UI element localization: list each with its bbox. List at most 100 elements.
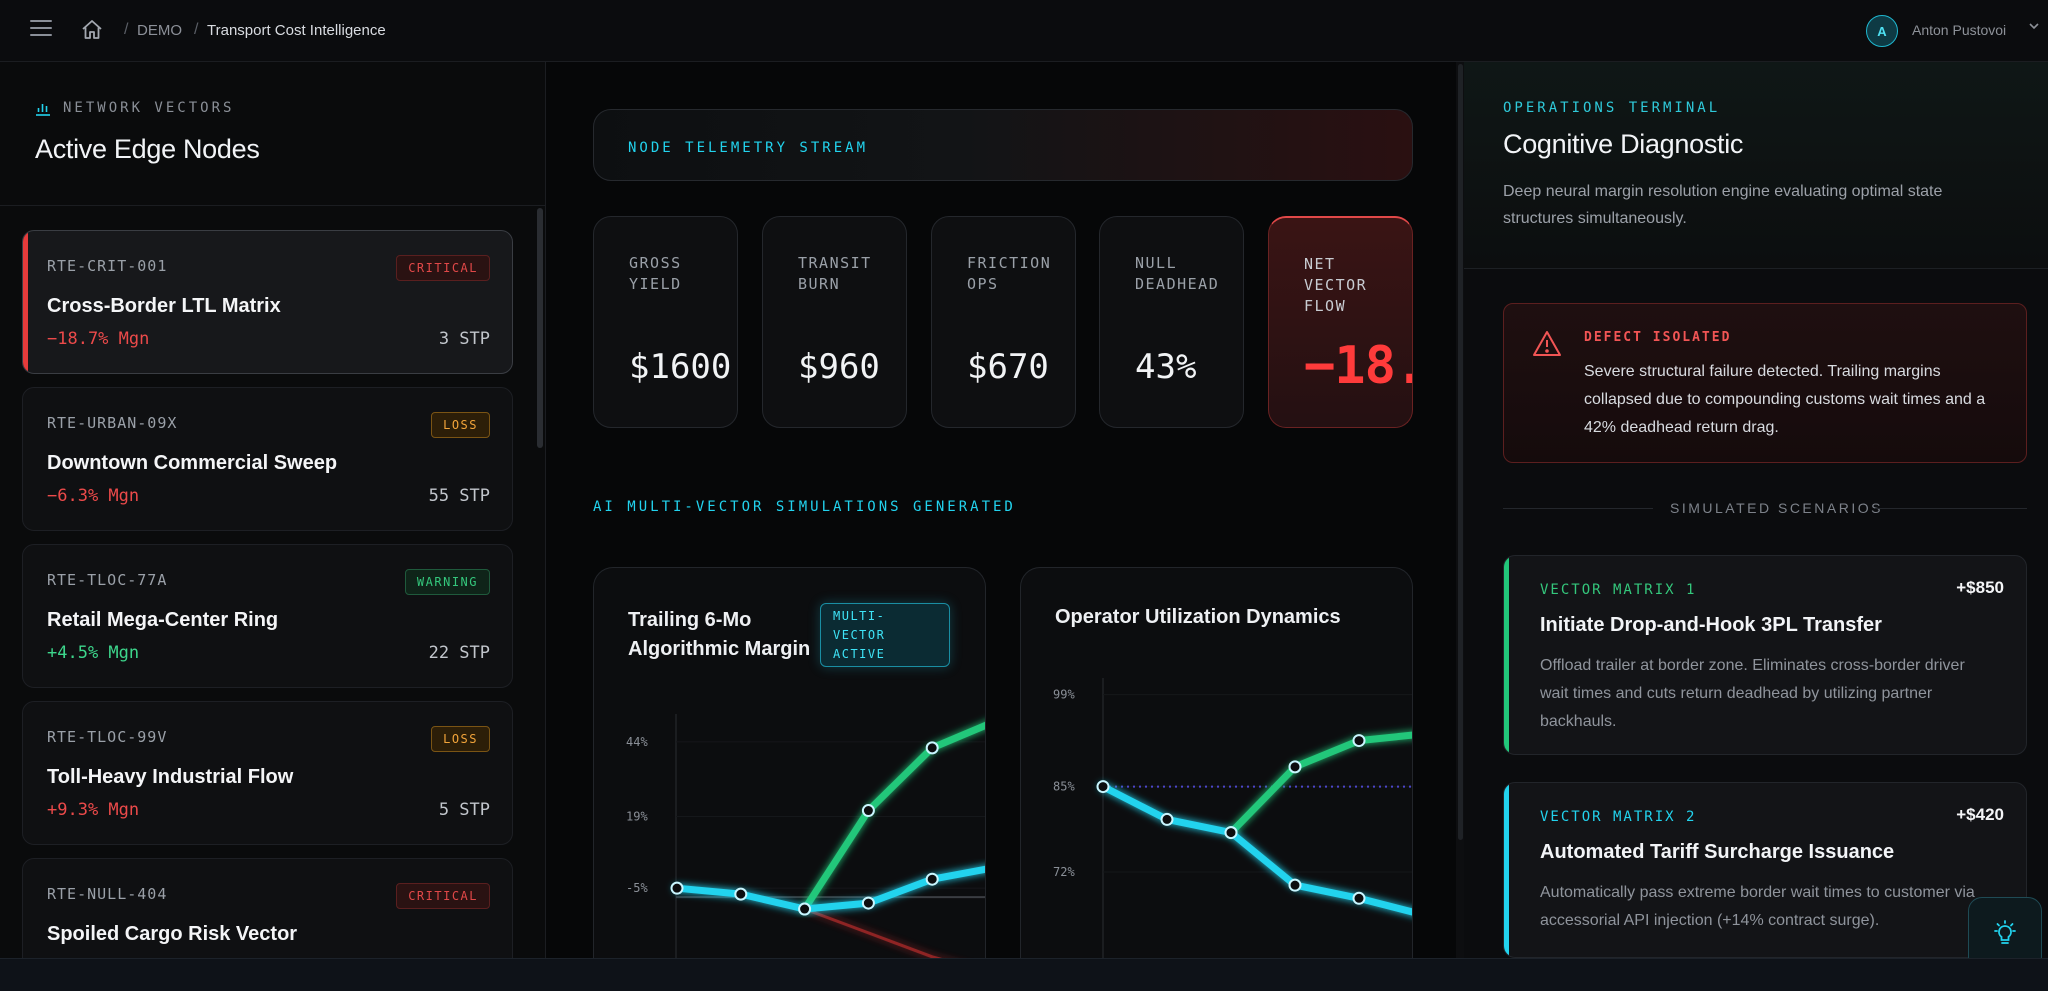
breadcrumb-current: Transport Cost Intelligence [207,22,386,39]
status-badge: CRITICAL [396,255,490,281]
route-card[interactable]: RTE-TLOC-77A WARNING Retail Mega-Center … [22,544,513,688]
scenario-card[interactable]: VECTOR MATRIX 1 +$850 Initiate Drop-and-… [1503,555,2027,755]
route-id: RTE-TLOC-99V [47,728,168,746]
telemetry-label: NODE TELEMETRY STREAM [628,140,869,156]
scenario-text: Offload trailer at border zone. Eliminat… [1540,657,1965,730]
kpi-value: 43% [1135,347,1197,387]
route-margin: −18.7% Mgn [47,329,150,349]
divider [1503,508,1653,509]
scenario-text: Automatically pass extreme border wait t… [1540,884,1975,929]
kpi-label: FRICTION OPS [967,254,1052,293]
y-tick-label: 99% [1053,688,1075,702]
defect-title: DEFECT ISOLATED [1584,330,1732,345]
y-tick-label: 72% [1053,865,1075,879]
kpi-card-gross-yield: GROSS YIELD $1600 [593,216,738,428]
breadcrumb-demo[interactable]: DEMO [137,22,182,39]
chevron-down-icon[interactable] [2028,20,2040,32]
avatar[interactable]: A [1866,15,1898,47]
scenario-card[interactable]: VECTOR MATRIX 2 +$420 Automated Tariff S… [1503,782,2027,958]
series-line [803,907,943,958]
kpi-card-transit-burn: TRANSIT BURN $960 [762,216,907,428]
telemetry-stream-bar: NODE TELEMETRY STREAM [593,109,1413,181]
margin-chart-card: Trailing 6-Mo Algorithmic Margin MULTI- … [593,567,986,958]
series-line [1227,731,1412,837]
simulations-label: AI MULTI-VECTOR SIMULATIONS GENERATED [593,499,1016,515]
kpi-label: TRANSIT BURN [798,254,872,293]
chart-title: Trailing 6-Mo Algorithmic Margin [628,609,811,660]
y-tick-label: 85% [1053,780,1075,794]
scenario-accent-bar [1504,556,1509,754]
data-point[interactable] [670,881,684,895]
kpi-label: GROSS YIELD [629,254,682,293]
route-name: Spoiled Cargo Risk Vector [47,923,298,945]
route-card[interactable]: RTE-TLOC-99V LOSS Toll-Heavy Industrial … [22,701,513,845]
kpi-value: $1600 [629,347,732,387]
margin-line-chart: 44% 19% -5% [626,714,985,958]
data-point[interactable] [925,872,939,886]
data-point[interactable] [798,902,812,916]
data-point[interactable] [861,804,875,818]
scenario-delta: +$850 [1956,578,2004,597]
multi-vector-badge: MULTI- VECTOR ACTIVE [820,603,950,667]
data-point[interactable] [1352,734,1366,748]
home-icon[interactable] [80,18,104,42]
data-point[interactable] [1160,812,1174,826]
warning-icon [1533,331,1561,356]
data-point[interactable] [861,896,875,910]
lightbulb-icon [1994,920,2016,944]
defect-text: Severe structural failure detected. Trai… [1584,363,1986,436]
operations-title: Cognitive Diagnostic [1503,129,1744,159]
status-badge: CRITICAL [396,883,490,909]
route-name: Downtown Commercial Sweep [47,452,338,474]
scenario-accent-bar [1504,783,1509,957]
scrollbar[interactable] [1458,64,1463,840]
scenario-eyebrow: VECTOR MATRIX 1 [1540,582,1697,598]
status-badge: LOSS [431,726,490,752]
y-tick-label: 19% [626,810,648,824]
bar-chart-icon [36,104,50,116]
route-stops: 3 STP [438,329,490,349]
operations-description: Deep neural margin resolution engine eva… [1503,183,1943,227]
data-point[interactable] [1352,891,1366,905]
data-point[interactable] [1096,780,1110,794]
operations-header: OPERATIONS TERMINAL Cognitive Diagnostic [1464,62,2048,269]
panel-title: Active Edge Nodes [35,134,260,164]
series-line [1099,783,1412,916]
bottom-bezel [0,958,2048,991]
kpi-label: NULL DEADHEAD [1135,254,1220,293]
top-bar: / DEMO / Transport Cost Intelligence A A… [0,0,2048,62]
route-stops: 5 STP [438,800,490,820]
panel-eyebrow: NETWORK VECTORS [63,100,235,116]
route-margin: +9.3% Mgn [47,800,140,820]
data-point[interactable] [734,887,748,901]
route-card[interactable]: RTE-CRIT-001 CRITICAL Cross-Border LTL M… [22,230,513,374]
route-name: Retail Mega-Center Ring [47,609,279,631]
route-name: Toll-Heavy Industrial Flow [47,766,294,788]
route-card[interactable]: RTE-URBAN-09X LOSS Downtown Commercial S… [22,387,513,531]
data-point[interactable] [925,741,939,755]
data-point[interactable] [1288,760,1302,774]
critical-accent-bar [23,231,28,373]
kpi-value: $960 [798,347,880,387]
route-id: RTE-NULL-404 [47,885,168,903]
status-badge: WARNING [404,569,490,595]
route-id: RTE-TLOC-77A [47,571,168,589]
y-tick-label: 44% [626,735,648,749]
kpi-label: NET VECTOR FLOW [1304,255,1368,315]
scenarios-label: SIMULATED SCENARIOS [1670,500,1883,516]
kpi-card-net-vector-flow: NET VECTOR FLOW −18.7% [1268,216,1413,428]
panel-header: NETWORK VECTORS Active Edge Nodes [0,62,546,206]
operations-eyebrow: OPERATIONS TERMINAL [1503,100,1721,116]
kpi-card-null-deadhead: NULL DEADHEAD 43% [1099,216,1244,428]
data-point[interactable] [1224,826,1238,840]
route-margin: −6.3% Mgn [47,486,140,506]
utilization-chart-card: Operator Utilization Dynamics 99% 85% 72% [1020,567,1413,958]
data-point[interactable] [1288,878,1302,892]
menu-icon[interactable] [30,20,52,40]
scenario-delta: +$420 [1956,805,2004,824]
defect-alert: DEFECT ISOLATED Severe structural failur… [1503,303,2027,463]
route-stops: 55 STP [428,486,490,506]
user-name[interactable]: Anton Pustovoi [1912,22,2007,38]
scrollbar[interactable] [537,208,543,448]
network-vectors-panel: NETWORK VECTORS Active Edge Nodes RTE-CR… [0,62,546,978]
